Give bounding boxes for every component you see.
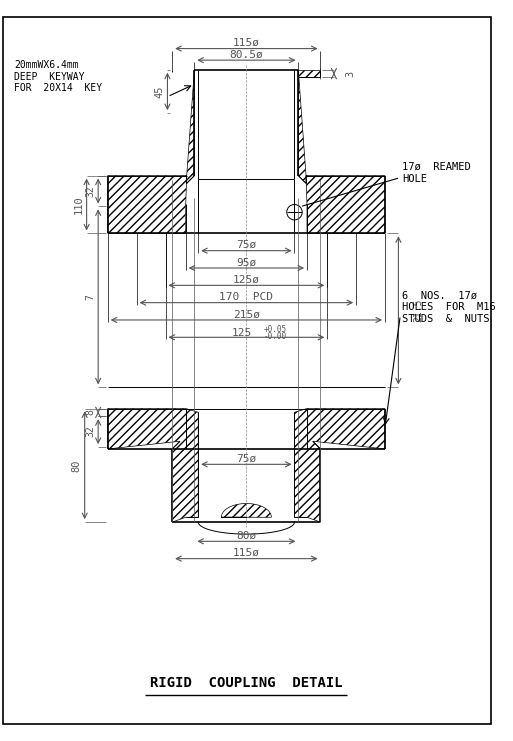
Text: -0.00: -0.00 — [264, 331, 287, 341]
Text: 95ø: 95ø — [236, 257, 256, 268]
Text: 80.5ø: 80.5ø — [229, 50, 263, 59]
Text: 110: 110 — [74, 195, 84, 214]
Text: 32: 32 — [85, 426, 95, 437]
Text: 80ø: 80ø — [236, 531, 256, 540]
Polygon shape — [299, 70, 385, 233]
Text: 75ø: 75ø — [236, 240, 256, 250]
Polygon shape — [294, 408, 385, 522]
Text: 21.5: 21.5 — [414, 299, 424, 322]
Text: 75ø: 75ø — [236, 453, 256, 464]
Polygon shape — [299, 70, 321, 78]
Text: 215ø: 215ø — [233, 309, 260, 319]
Text: 8: 8 — [85, 410, 95, 415]
Text: 45: 45 — [154, 85, 165, 98]
Polygon shape — [108, 408, 198, 522]
Polygon shape — [221, 503, 271, 517]
Text: 125: 125 — [231, 328, 252, 339]
Text: 125ø: 125ø — [233, 275, 260, 285]
Polygon shape — [108, 70, 194, 233]
Text: 3: 3 — [345, 70, 356, 77]
Text: 17ø  REAMED
HOLE: 17ø REAMED HOLE — [402, 162, 471, 184]
Text: 7: 7 — [85, 294, 95, 300]
Text: 115ø: 115ø — [233, 548, 260, 558]
Text: 170  PCD: 170 PCD — [220, 292, 273, 302]
Text: 32: 32 — [85, 185, 95, 197]
Text: 80: 80 — [72, 459, 82, 471]
Text: 115ø: 115ø — [233, 38, 260, 48]
Text: +0.05: +0.05 — [264, 325, 287, 334]
Text: RIGID  COUPLING  DETAIL: RIGID COUPLING DETAIL — [150, 676, 343, 690]
Text: 6  NOS.  17ø
HOLES  FOR  M16
STUDS  &  NUTS: 6 NOS. 17ø HOLES FOR M16 STUDS & NUTS — [402, 291, 496, 324]
Text: 20mmWX6.4mm
DEEP  KEYWAY
FOR  20X14  KEY: 20mmWX6.4mm DEEP KEYWAY FOR 20X14 KEY — [14, 60, 103, 93]
